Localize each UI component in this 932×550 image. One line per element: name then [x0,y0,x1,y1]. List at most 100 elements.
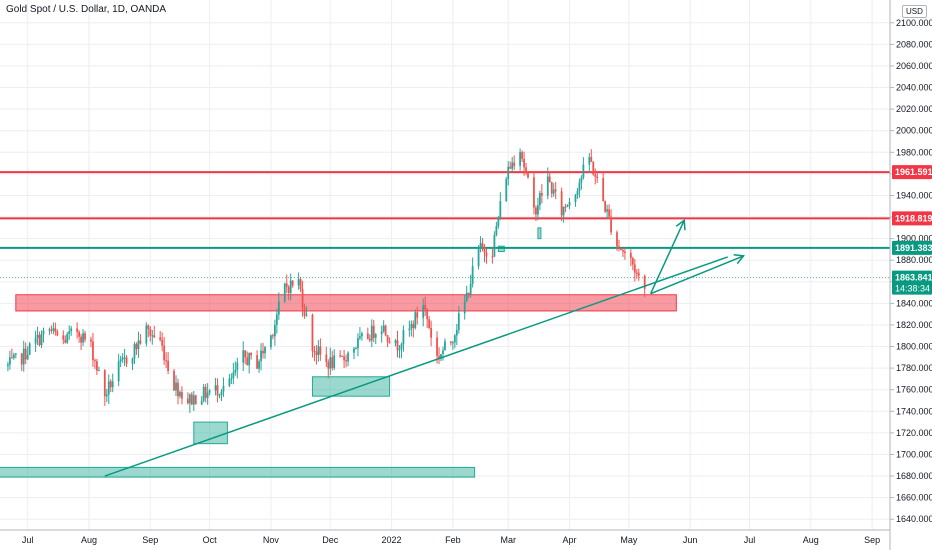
candle-body [521,152,523,159]
candle-body [297,279,300,286]
candle-body [384,325,387,336]
candle-body [580,177,583,183]
candle-body [469,283,472,295]
candle-body [121,357,124,360]
y-tick-label: 1940.000 [896,190,932,200]
candle-body [345,360,347,362]
x-tick-label: Mar [500,535,516,545]
candle-body [159,337,162,340]
candle-body [353,348,355,353]
y-tick-label: 1780.000 [896,363,932,373]
candle-body [449,341,452,343]
candle-body [453,335,456,343]
candle-body [366,333,369,339]
candle-body [179,392,181,397]
x-tick-label: 2022 [382,535,402,545]
support-trendline [104,256,728,477]
level-price-label: 1918.819 [895,213,932,223]
candle-body [386,335,389,342]
projection-arrow-line [650,255,744,295]
x-tick-label: Feb [445,535,461,545]
candle-body [594,174,597,177]
trendlines-layer [104,218,746,477]
candle-body [398,349,401,351]
candle-body [550,182,553,194]
candle-body [175,382,177,391]
candle-body [177,382,179,397]
x-tick-label: Jul [744,535,756,545]
resistance-zone [15,294,677,312]
time-axis[interactable]: Jul Aug Sep Oct Nov Dec 2022 Feb Mar Apr May Jun Jul… [0,529,890,545]
candle-body [604,201,607,212]
candle-body [424,305,427,310]
y-tick-label: 1660.000 [896,493,932,503]
candle-body [507,166,510,179]
candle-body [602,178,605,202]
candle-body [163,345,166,361]
support-zone [0,466,476,478]
candle-body [14,353,17,355]
x-tick-label: Dec [322,535,339,545]
candle-body [186,398,189,404]
support-zone [193,421,228,445]
candle-body [355,348,357,350]
candle-body [218,394,221,396]
candle-body [596,176,599,179]
candle-body [564,206,567,208]
candle-body [552,189,555,194]
y-tick-label: 2100.000 [896,18,932,28]
candle-body [622,250,624,252]
candle-body [463,301,466,314]
candle-body [262,350,264,354]
y-tick-label: 2000.000 [896,126,932,136]
x-tick-label: Nov [263,535,280,545]
candle-body [444,341,446,351]
candle-body [311,314,314,351]
candle-body [643,275,646,289]
candle-body [479,243,482,247]
candle-body [68,331,71,334]
candle-body [34,337,37,344]
candle-body [80,336,82,343]
candle-body [568,202,571,206]
candle-body [374,334,377,338]
x-tick-label: Aug [81,535,97,545]
candle-body [481,243,484,248]
y-tick-label: 1980.000 [896,147,932,157]
candle-body [372,325,375,338]
y-tick-label: 2080.000 [896,39,932,49]
candle-body [220,391,223,395]
currency-badge[interactable]: USD [902,5,927,18]
candle-body [147,325,150,329]
candle-body [204,386,207,398]
candle-body [477,246,480,267]
candle-body [554,189,557,192]
y-tick-label: 1720.000 [896,428,932,438]
candle-body [485,252,488,257]
candle-body [408,328,411,331]
candle-body [394,340,397,344]
chart-title: Gold Spot / U.S. Dollar, 1D, OANDA [6,4,167,15]
support-zone [311,376,391,397]
candle-body [588,157,591,165]
candle-body [264,347,266,354]
candle-body [329,357,332,369]
grid [0,0,890,530]
candle-body [523,158,525,168]
candle-body [208,390,211,393]
candle-body [192,395,195,405]
candle-body [339,355,342,357]
candle-body [430,327,433,338]
candle-body [370,325,373,341]
candle-body [592,161,595,175]
candle-body [388,341,391,344]
candle-body [422,305,425,318]
candle-body [135,344,138,350]
candle-body [301,289,304,308]
candle-body [97,370,100,372]
candle-body [285,283,288,287]
candle-body [242,350,245,363]
candle-body [133,344,136,359]
